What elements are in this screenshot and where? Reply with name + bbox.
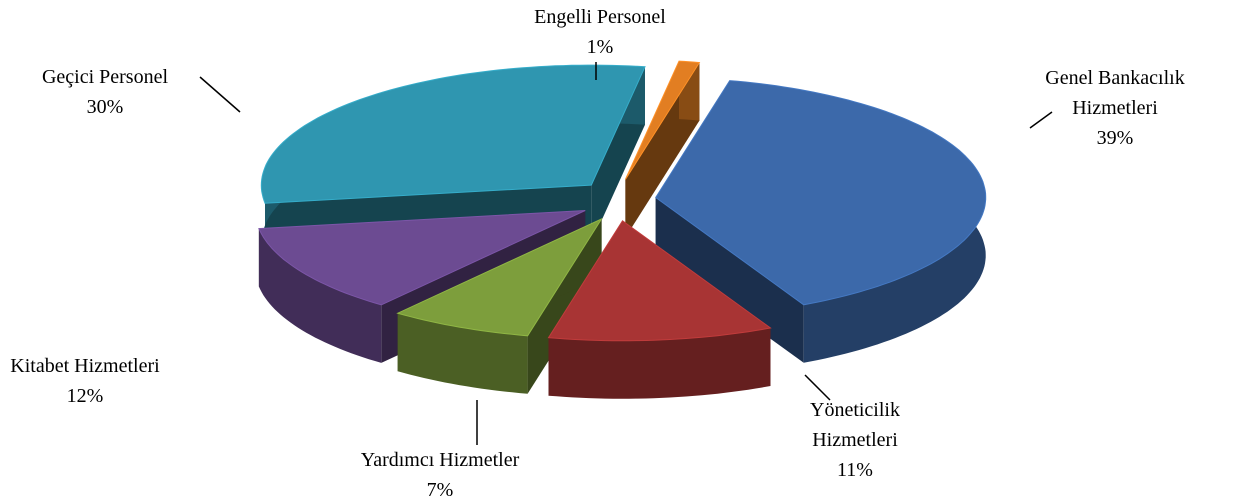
value-label: 1% (586, 36, 614, 58)
slice-side (655, 197, 804, 363)
value-label: 7% (426, 479, 454, 501)
slice-top (624, 60, 701, 180)
category-label: Geçici Personel (41, 66, 169, 88)
category-label: Yöneticilik Hizmetleri (810, 399, 900, 451)
value-label: 30% (86, 96, 124, 118)
slice (624, 60, 701, 238)
slice (260, 64, 646, 262)
data-label: Genel Bankacılık Hizmetleri 39% (1030, 63, 1200, 153)
data-label: Geçici Personel 30% (5, 62, 205, 122)
category-label: Genel Bankacılık Hizmetleri (1045, 67, 1185, 119)
data-label: Engelli Personel 1% (480, 2, 720, 62)
slice-top (547, 220, 772, 342)
category-label: Engelli Personel (534, 6, 666, 28)
slice-top (396, 217, 603, 337)
slice-top (258, 210, 586, 306)
slice-top (260, 64, 646, 204)
data-label: Yöneticilik Hizmetleri 11% (790, 395, 920, 485)
leader-line (199, 76, 241, 113)
slice (396, 217, 603, 394)
value-label: 39% (1096, 127, 1134, 149)
leader-line (804, 374, 831, 401)
leader-line (1029, 111, 1053, 129)
category-label: Kitabet Hizmetleri (10, 355, 160, 377)
category-label: Yardımcı Hizmetler (360, 449, 520, 471)
value-label: 12% (66, 385, 104, 407)
slice (547, 220, 772, 399)
slice-wall (548, 328, 771, 399)
data-label: Yardımcı Hizmetler 7% (315, 445, 565, 504)
slice (655, 80, 987, 363)
slice-wall (258, 228, 382, 363)
data-label: Kitabet Hizmetleri 12% (0, 351, 170, 411)
value-label: 11% (837, 459, 873, 481)
slice-wall (397, 313, 528, 394)
slice-top (655, 80, 987, 306)
